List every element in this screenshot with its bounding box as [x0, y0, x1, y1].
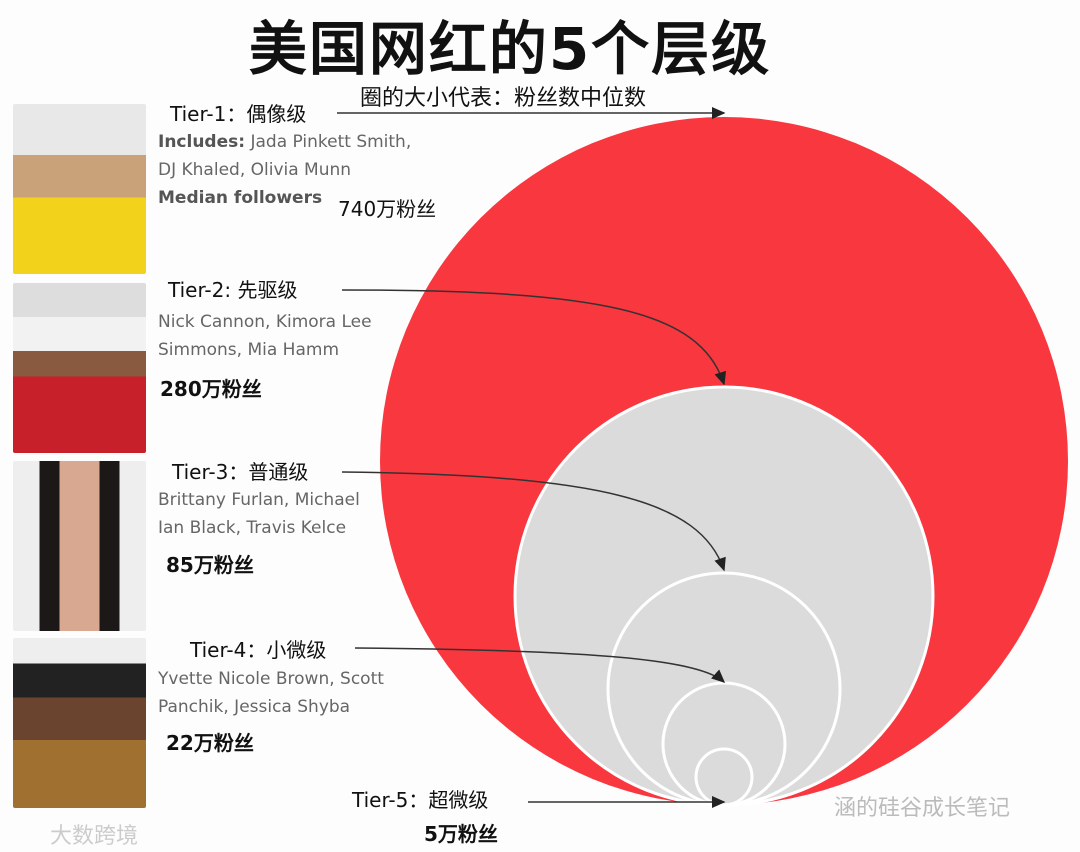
tier4-fans: 22万粉丝: [166, 731, 254, 755]
names-line: Yvette Nicole Brown, Scott: [158, 669, 384, 689]
tier4-names: Yvette Nicole Brown, Scott Panchik, Jess…: [158, 665, 384, 721]
tier2-label: Tier-2: 先驱级: [168, 278, 298, 302]
watermark-right: 涵的硅谷成长笔记: [834, 796, 1011, 821]
arrow-tier4: [354, 647, 726, 684]
tier2-circle: [513, 385, 935, 807]
tier3-fans: 85万粉丝: [166, 553, 254, 577]
tier5-fans: 5万粉丝: [424, 822, 498, 846]
median-label: Median followers: [158, 188, 323, 208]
tier1-label: Tier-1：偶像级: [170, 102, 307, 126]
names-line: DJ Khaled, Olivia Munn: [158, 160, 352, 180]
photo-tier2: [13, 283, 146, 453]
photo-tier1: [13, 104, 146, 274]
names-line: Ian Black, Travis Kelce: [158, 518, 347, 538]
tier1-names: Includes: Jada Pinkett Smith, DJ Khaled,…: [158, 128, 411, 212]
tier4-label: Tier-4：小微级: [190, 638, 327, 662]
page-title: 美国网红的5个层级: [248, 15, 772, 83]
photo-tier4: [13, 638, 146, 808]
watermark-left: 大数跨境: [50, 824, 139, 849]
arrow-tier3: [341, 471, 726, 572]
names-line: Jada Pinkett Smith,: [250, 132, 412, 152]
includes-label: Includes:: [158, 132, 246, 152]
tier2-names: Nick Cannon, Kimora Lee Simmons, Mia Ham…: [158, 308, 372, 364]
tier2-fans: 280万粉丝: [160, 377, 262, 401]
names-line: Brittany Furlan, Michael: [158, 490, 360, 510]
arrow-tier2: [341, 289, 726, 386]
tier3-label: Tier-3：普通级: [172, 460, 309, 484]
names-line: Simmons, Mia Hamm: [158, 340, 340, 360]
tier1-fans: 740万粉丝: [338, 197, 437, 221]
subtitle: 圈的大小代表：粉丝数中位数: [360, 86, 647, 111]
photo-tier3: [13, 461, 146, 631]
tier3-names: Brittany Furlan, Michael Ian Black, Trav…: [158, 486, 360, 542]
tier5-label: Tier-5：超微级: [352, 788, 489, 812]
names-line: Panchik, Jessica Shyba: [158, 697, 351, 717]
names-line: Nick Cannon, Kimora Lee: [158, 312, 372, 332]
